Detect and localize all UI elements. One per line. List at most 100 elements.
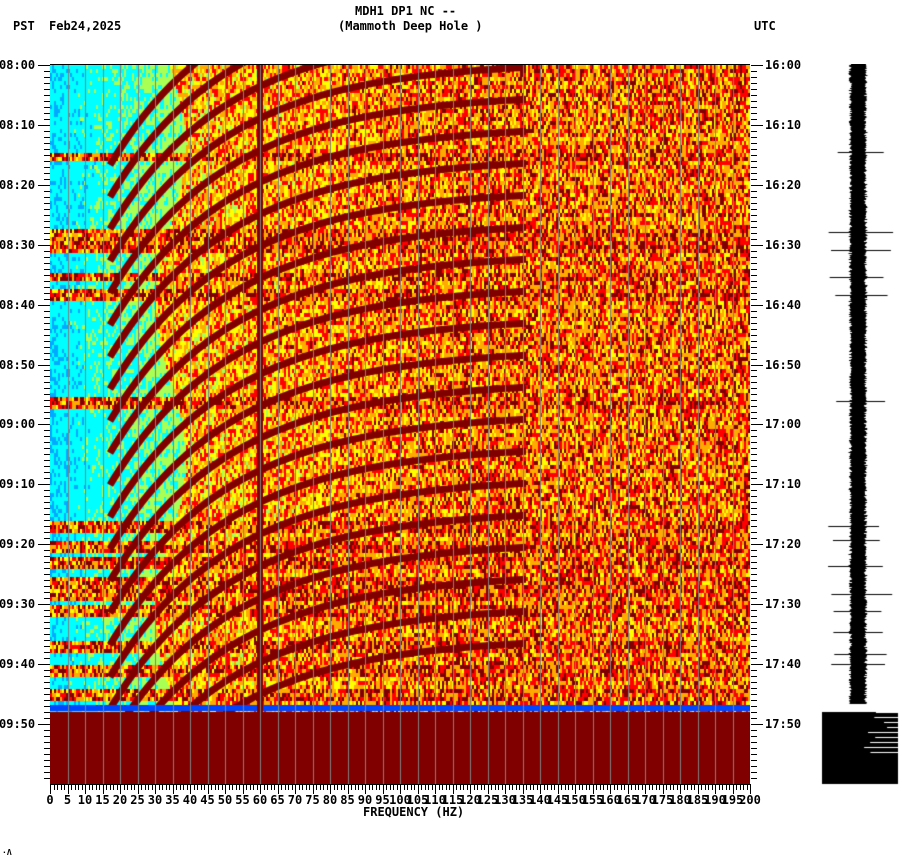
- y-tick-left: [44, 436, 50, 437]
- y-tick-right: [751, 580, 757, 581]
- y-tick-left: [44, 472, 50, 473]
- y-label-utc: 16:10: [765, 118, 802, 132]
- y-tick-left: [38, 664, 50, 665]
- y-label-pst: 08:00: [0, 58, 36, 72]
- y-tick-left: [44, 754, 50, 755]
- y-label-pst: 08:50: [0, 358, 36, 372]
- y-tick-right: [751, 526, 757, 527]
- y-tick-right: [751, 448, 757, 449]
- y-tick-right: [751, 778, 757, 779]
- y-tick-right: [751, 137, 757, 138]
- y-label-pst: 09:30: [0, 597, 36, 611]
- y-tick-right: [751, 604, 763, 605]
- y-tick-left: [44, 412, 50, 413]
- y-tick-left: [44, 712, 50, 713]
- y-tick-right: [751, 700, 757, 701]
- y-tick-right: [751, 155, 757, 156]
- y-tick-left: [38, 245, 50, 246]
- y-tick-left: [44, 466, 50, 467]
- y-tick-left: [44, 520, 50, 521]
- y-tick-right: [751, 514, 757, 515]
- y-tick-left: [44, 400, 50, 401]
- y-label-utc: 16:00: [765, 58, 802, 72]
- y-tick-left: [44, 83, 50, 84]
- y-tick-left: [44, 101, 50, 102]
- y-tick-left: [44, 107, 50, 108]
- x-tick-label: 75: [305, 793, 320, 807]
- y-tick-left: [44, 496, 50, 497]
- y-tick-left: [44, 736, 50, 737]
- y-tick-right: [751, 736, 757, 737]
- y-tick-left: [38, 424, 50, 425]
- x-tick-label: 5: [63, 793, 72, 807]
- x-tick-label: 195: [721, 793, 744, 807]
- y-tick-left: [44, 598, 50, 599]
- y-tick-left: [44, 490, 50, 491]
- y-tick-right: [751, 269, 757, 270]
- y-tick-right: [751, 382, 757, 383]
- y-tick-left: [44, 442, 50, 443]
- y-tick-left: [44, 221, 50, 222]
- y-tick-left: [44, 652, 50, 653]
- y-label-pst: 08:10: [0, 118, 36, 132]
- x-tick-label: 60: [252, 793, 268, 807]
- y-tick-right: [751, 311, 757, 312]
- y-tick-right: [751, 257, 757, 258]
- y-tick-right: [751, 724, 763, 725]
- x-tick-label: 155: [581, 793, 604, 807]
- y-tick-left: [44, 556, 50, 557]
- y-tick-left: [38, 724, 50, 725]
- y-tick-right: [751, 179, 757, 180]
- x-tick-label: 20: [112, 793, 128, 807]
- y-tick-left: [44, 239, 50, 240]
- y-tick-left: [44, 197, 50, 198]
- footer-mark: ·Λ: [2, 848, 12, 857]
- y-tick-left: [44, 293, 50, 294]
- y-tick-right: [751, 185, 763, 186]
- y-tick-right: [751, 496, 757, 497]
- y-tick-right: [751, 562, 757, 563]
- y-tick-right: [751, 574, 757, 575]
- y-tick-left: [38, 185, 50, 186]
- y-label-utc: 17:30: [765, 597, 802, 611]
- y-tick-right: [751, 466, 757, 467]
- x-tick-label: 115: [441, 793, 464, 807]
- y-tick-left: [44, 568, 50, 569]
- y-tick-right: [751, 281, 757, 282]
- y-tick-right: [751, 406, 757, 407]
- y-tick-left: [44, 95, 50, 96]
- y-tick-right: [751, 125, 763, 126]
- y-tick-right: [751, 203, 757, 204]
- y-tick-right: [751, 341, 757, 342]
- y-tick-right: [751, 484, 763, 485]
- y-tick-right: [751, 706, 757, 707]
- date-label: Feb24,2025: [49, 19, 122, 33]
- y-tick-left: [44, 113, 50, 114]
- y-tick-left: [44, 251, 50, 252]
- y-tick-left: [44, 299, 50, 300]
- y-tick-left: [38, 125, 50, 126]
- y-label-utc: 16:50: [765, 358, 802, 372]
- y-tick-right: [751, 329, 757, 330]
- y-tick-left: [44, 526, 50, 527]
- y-tick-left: [44, 353, 50, 354]
- x-tick-label: 170: [634, 793, 656, 807]
- y-label-pst: 09:10: [0, 477, 36, 491]
- y-tick-right: [751, 718, 757, 719]
- y-tick-right: [751, 245, 763, 246]
- y-tick-right: [751, 550, 757, 551]
- y-tick-left: [44, 317, 50, 318]
- y-tick-right: [751, 598, 757, 599]
- y-tick-left: [44, 215, 50, 216]
- y-tick-left: [44, 143, 50, 144]
- y-tick-right: [751, 412, 757, 413]
- y-tick-right: [751, 77, 757, 78]
- y-tick-left: [44, 634, 50, 635]
- y-tick-right: [751, 353, 757, 354]
- y-tick-left: [44, 586, 50, 587]
- x-tick-label: 65: [270, 793, 285, 807]
- y-tick-left: [44, 311, 50, 312]
- y-tick-left: [44, 155, 50, 156]
- y-tick-right: [751, 293, 757, 294]
- y-tick-left: [44, 508, 50, 509]
